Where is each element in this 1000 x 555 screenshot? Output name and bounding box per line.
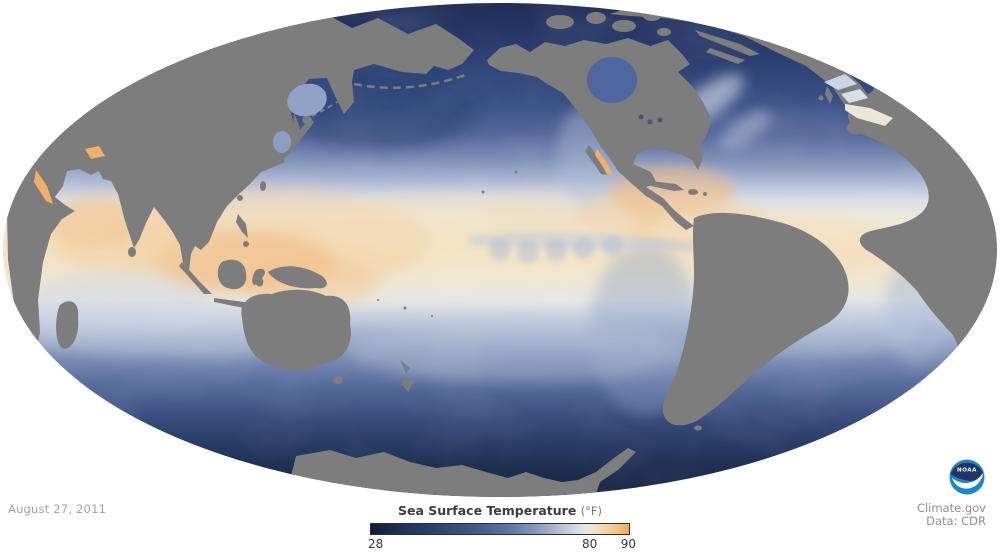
land-falklands	[694, 425, 702, 431]
red-sea	[34, 170, 53, 204]
tick-90: 90	[620, 537, 636, 551]
caspian-sea	[52, 92, 67, 118]
noaa-logo-sky	[950, 462, 984, 482]
land-south-america	[662, 212, 849, 426]
noaa-logo-text: NOAA	[957, 468, 977, 474]
land-philippines	[236, 214, 248, 238]
land-cuba	[651, 181, 684, 191]
tick-80: 80	[582, 537, 598, 551]
land-new-guinea	[268, 266, 327, 289]
noaa-logo-seagull	[952, 472, 984, 489]
land-sri-lanka	[128, 247, 136, 257]
land-hispaniola	[688, 189, 698, 195]
land-hainan	[237, 195, 243, 201]
tick-28: 28	[368, 537, 384, 551]
land-sulawesi	[252, 268, 265, 287]
legend-title-text: Sea Surface Temperature	[397, 503, 577, 518]
land-taiwan	[260, 181, 266, 191]
land-antarctica	[280, 448, 636, 497]
hudson-bay	[587, 57, 637, 103]
date-label: August 27, 2011	[8, 502, 107, 516]
globe-clip-group	[3, 3, 997, 497]
legend-unit: (°F)	[580, 504, 603, 518]
inland-seas-layer	[34, 57, 893, 204]
land-africa-eurasia	[6, 3, 474, 362]
data-source-credit: Data: CDR	[926, 513, 986, 528]
land-tasmania	[333, 376, 343, 384]
colorbar	[370, 523, 630, 535]
land-australia	[241, 289, 351, 371]
colorbar-ticks: 28 80 90	[368, 537, 636, 553]
land-sakhalin	[293, 112, 300, 140]
land-borneo	[217, 259, 247, 290]
legend-title: Sea Surface Temperature (°F)	[398, 503, 602, 518]
gulf-of-california	[595, 149, 613, 175]
climate-gov-credit: Climate.gov	[916, 501, 986, 515]
land-kuril-islands	[311, 98, 343, 117]
baltic-sea	[841, 89, 868, 103]
land-baja	[585, 145, 607, 175]
sea-of-okhotsk	[287, 83, 327, 117]
mediterranean-sea	[845, 104, 893, 126]
land-japan	[272, 118, 314, 166]
persian-gulf	[85, 146, 105, 159]
world-map	[3, 3, 997, 497]
land-sumatra	[179, 262, 212, 294]
north-sea	[824, 74, 857, 90]
great-lakes	[638, 114, 663, 125]
land-mindanao	[243, 241, 249, 247]
credits: Climate.gov Data: CDR	[917, 502, 986, 527]
noaa-logo-icon: NOAA	[949, 459, 985, 495]
land-new-zealand	[400, 360, 414, 392]
land-madagascar	[56, 301, 79, 349]
sea-of-japan	[273, 131, 291, 153]
land-small-islands	[377, 170, 518, 317]
land-iceland-slivers	[695, 30, 760, 64]
land-aleutian-islands	[353, 72, 469, 90]
land-britain	[825, 86, 833, 104]
land-hokkaido	[302, 116, 312, 124]
land-ireland	[818, 95, 824, 101]
land-puerto-rico	[703, 192, 707, 196]
